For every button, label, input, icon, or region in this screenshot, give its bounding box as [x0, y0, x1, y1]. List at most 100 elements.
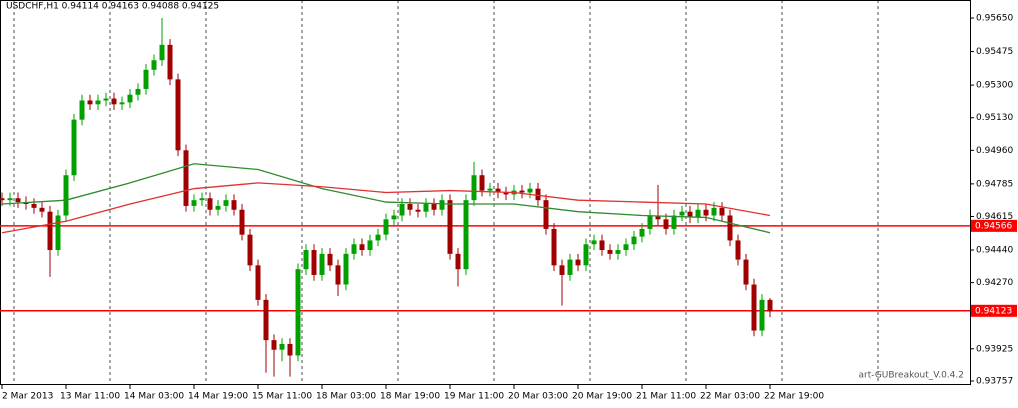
- candle-body: [239, 209, 245, 235]
- candle-body: [679, 211, 685, 216]
- candle-body: [407, 204, 413, 210]
- candle-body: [287, 343, 293, 356]
- candle-body: [47, 211, 53, 251]
- candle-body: [39, 207, 45, 212]
- candle-body: [567, 259, 573, 275]
- candle-body: [439, 200, 445, 210]
- candle-body: [247, 234, 253, 266]
- x-tick-label: 18 Mar 03:00: [316, 392, 376, 402]
- x-tick-label: 21 Mar 11:00: [636, 392, 696, 402]
- x-tick-label: 22 Mar 19:00: [764, 392, 824, 402]
- x-tick-label: 20 Mar 03:00: [508, 392, 568, 402]
- candle-body: [215, 205, 221, 210]
- candle-body: [159, 44, 165, 61]
- candle-body: [343, 253, 349, 285]
- candle-body: [391, 215, 397, 220]
- candle-body: [687, 211, 693, 218]
- y-tick-label: 0.94440: [976, 246, 1013, 256]
- candle-body: [151, 60, 157, 70]
- candle-body: [311, 250, 317, 275]
- candle-body: [71, 119, 77, 176]
- candle-body: [303, 250, 309, 270]
- candle-body: [767, 299, 773, 312]
- candle-body: [727, 215, 733, 241]
- candle-body: [399, 204, 405, 216]
- candle-body: [111, 98, 117, 105]
- candle-body: [327, 253, 333, 266]
- candle-body: [183, 150, 189, 206]
- x-tick-label: 22 Mar 03:00: [700, 392, 760, 402]
- candle-body: [503, 192, 509, 195]
- candle-body: [103, 98, 109, 101]
- x-tick-label: 18 Mar 19:00: [380, 392, 440, 402]
- candle-body: [135, 88, 141, 95]
- level-tag: [971, 219, 1017, 232]
- candle-body: [143, 69, 149, 89]
- candle-body: [463, 200, 469, 270]
- candle-body: [559, 265, 565, 275]
- x-tick-label: 19 Mar 11:00: [444, 392, 504, 402]
- candle-body: [719, 207, 725, 216]
- candle-body: [375, 234, 381, 241]
- indicator-label: art-GUBreakout_V.0.4.2: [859, 371, 965, 381]
- candle-body: [87, 100, 93, 105]
- candle-body: [615, 250, 621, 254]
- candle-body: [255, 265, 261, 300]
- candle-body: [751, 284, 757, 331]
- candle-body: [167, 44, 173, 80]
- candle-body: [551, 228, 557, 266]
- y-tick-label: 0.94960: [976, 146, 1013, 156]
- candle-body: [63, 175, 69, 216]
- candle-body: [223, 200, 229, 206]
- candle-body: [207, 198, 213, 210]
- candle-body: [599, 240, 605, 251]
- candle-body: [15, 198, 21, 203]
- candle-body: [647, 215, 653, 229]
- candle-body: [191, 200, 197, 206]
- candle-body: [335, 265, 341, 285]
- candle-body: [639, 228, 645, 237]
- candle-body: [479, 175, 485, 191]
- candle-body: [79, 100, 85, 120]
- candle-body: [695, 209, 701, 218]
- candle-body: [415, 209, 421, 212]
- candle-body: [175, 79, 181, 151]
- candle-body: [583, 244, 589, 266]
- candle-body: [351, 244, 357, 254]
- candle-body: [319, 253, 325, 275]
- candle-body: [95, 100, 101, 105]
- candle-body: [655, 215, 661, 220]
- candle-body: [487, 188, 493, 191]
- candle-body: [359, 244, 365, 251]
- candle-body: [631, 236, 637, 245]
- y-tick-label: 0.94615: [976, 212, 1013, 222]
- candle-body: [575, 259, 581, 266]
- candle-body: [607, 250, 613, 254]
- candle-body: [367, 240, 373, 251]
- candle-body: [527, 188, 533, 193]
- candle-body: [431, 204, 437, 210]
- x-tick-label: 14 Mar 19:00: [188, 392, 248, 402]
- candle-body: [711, 207, 717, 216]
- x-tick-label: 2 Mar 2013: [2, 392, 53, 402]
- y-tick-label: 0.94785: [976, 179, 1013, 189]
- level-label: 0.94123: [975, 306, 1012, 316]
- candle-body: [663, 219, 669, 229]
- candle-body: [671, 215, 677, 229]
- plot-frame: [0, 0, 971, 385]
- candle-body: [471, 175, 477, 201]
- candle-body: [0, 198, 5, 201]
- candle-body: [623, 244, 629, 251]
- candle-body: [535, 188, 541, 201]
- candle-body: [383, 219, 389, 235]
- candle-body: [7, 198, 13, 201]
- x-tick-label: 20 Mar 19:00: [572, 392, 632, 402]
- candle-body: [495, 188, 501, 193]
- candle-body: [263, 299, 269, 341]
- candle-body: [703, 209, 709, 216]
- y-tick-label: 0.93757: [976, 376, 1013, 386]
- y-tick-label: 0.93925: [976, 344, 1013, 354]
- y-tick-label: 0.95300: [976, 81, 1013, 91]
